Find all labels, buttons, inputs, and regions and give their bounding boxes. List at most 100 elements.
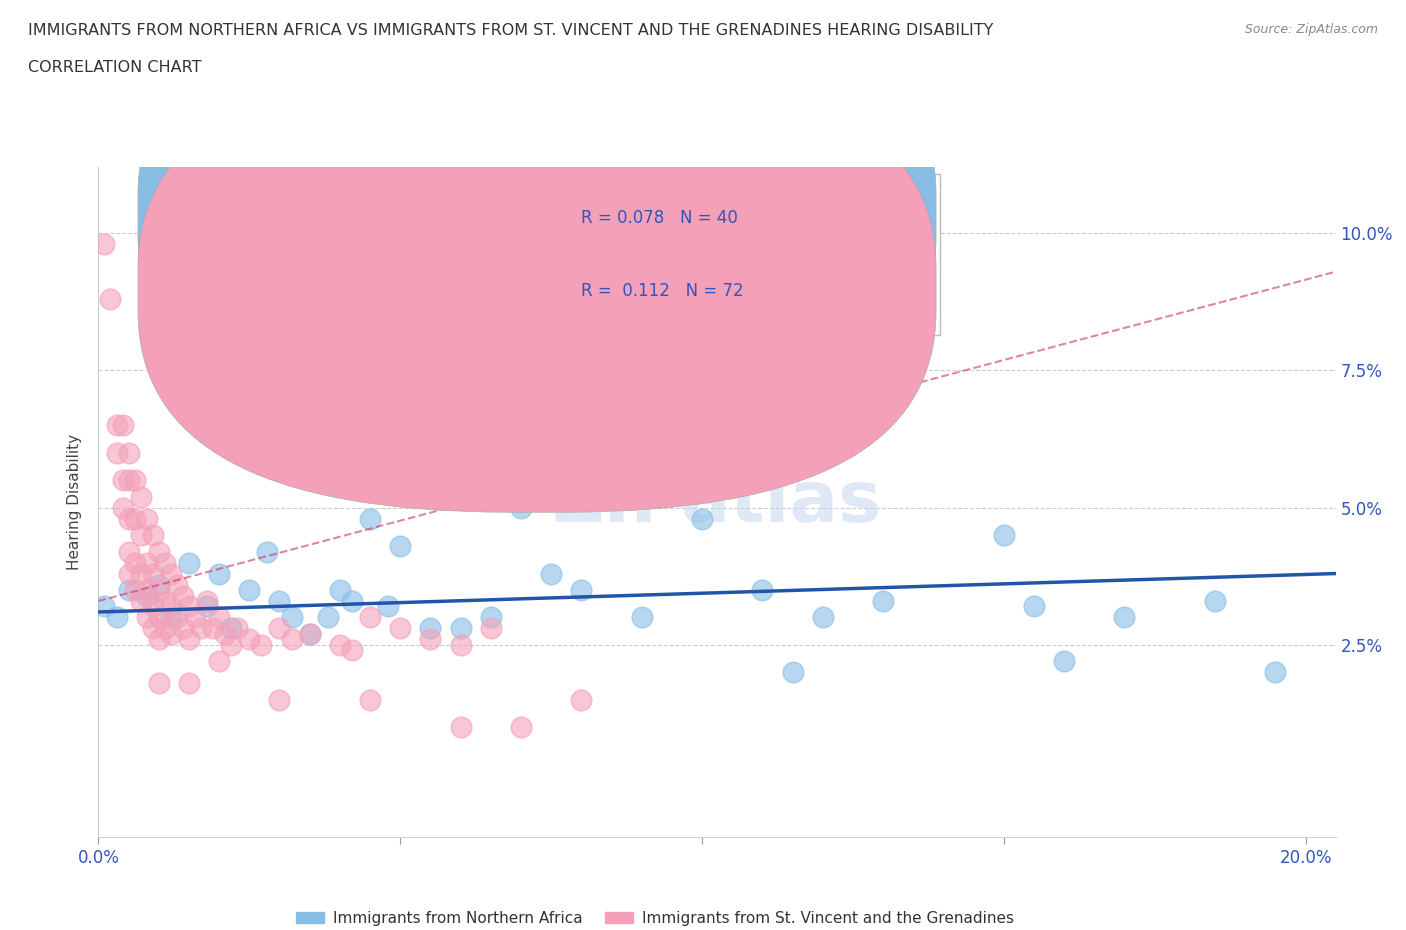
Text: ZIPatlas: ZIPatlas (553, 468, 882, 537)
Point (117, 472, 139, 487)
Point (117, 445, 139, 460)
Point (148, 610, 170, 625)
Point (1022, 599, 1045, 614)
Point (509, 720, 531, 735)
Point (208, 654, 231, 669)
Point (142, 527, 165, 542)
Point (135, 512, 157, 526)
Point (135, 610, 157, 625)
Point (238, 632, 260, 647)
Point (630, 610, 652, 625)
Point (160, 627, 183, 642)
Point (329, 582, 352, 597)
Point (177, 555, 200, 570)
Text: R =  0.112   N = 72: R = 0.112 N = 72 (581, 283, 744, 300)
Point (450, 720, 472, 735)
Point (105, 418, 128, 432)
Point (219, 621, 242, 636)
Point (124, 555, 146, 570)
Point (280, 632, 302, 647)
FancyBboxPatch shape (138, 0, 936, 439)
Point (153, 621, 176, 636)
Point (269, 593, 291, 608)
Text: IMMIGRANTS FROM NORTHERN AFRICA VS IMMIGRANTS FROM ST. VINCENT AND THE GRENADINE: IMMIGRANTS FROM NORTHERN AFRICA VS IMMIG… (28, 23, 994, 38)
Point (569, 582, 592, 597)
Point (124, 512, 146, 526)
Point (172, 588, 194, 603)
Point (202, 621, 225, 636)
Point (1204, 593, 1226, 608)
Point (195, 599, 218, 614)
Point (117, 582, 139, 597)
Point (124, 472, 146, 487)
Point (479, 621, 502, 636)
Point (1114, 610, 1136, 625)
Point (166, 610, 188, 625)
Point (148, 544, 170, 559)
Point (124, 582, 146, 597)
Point (214, 627, 236, 642)
Point (751, 582, 773, 597)
Text: CORRELATION CHART: CORRELATION CHART (28, 60, 201, 75)
FancyBboxPatch shape (482, 174, 939, 335)
Point (177, 632, 200, 647)
Point (93, 237, 115, 252)
Point (250, 637, 273, 652)
Point (166, 578, 188, 592)
Point (569, 692, 592, 707)
Point (208, 610, 231, 625)
Point (111, 500, 134, 515)
FancyBboxPatch shape (138, 67, 936, 512)
Point (160, 566, 183, 581)
Point (782, 665, 804, 680)
Point (269, 692, 291, 707)
Point (479, 610, 502, 625)
Legend: Immigrants from Northern Africa, Immigrants from St. Vincent and the Grenadines: Immigrants from Northern Africa, Immigra… (290, 905, 1021, 930)
Point (1053, 654, 1076, 669)
Point (811, 610, 834, 625)
Point (195, 593, 218, 608)
Point (450, 621, 472, 636)
Point (148, 632, 170, 647)
Point (540, 566, 562, 581)
Y-axis label: Hearing Disability: Hearing Disability (67, 434, 83, 570)
Point (993, 527, 1015, 542)
Point (219, 637, 242, 652)
Point (111, 418, 134, 432)
Point (359, 512, 381, 526)
Point (269, 621, 291, 636)
Point (160, 599, 183, 614)
Point (117, 544, 139, 559)
Point (105, 610, 128, 625)
Point (105, 445, 128, 460)
Point (177, 599, 200, 614)
Point (419, 632, 441, 647)
Point (190, 621, 212, 636)
Point (135, 588, 157, 603)
Point (142, 599, 165, 614)
Point (135, 582, 157, 597)
Point (153, 593, 176, 608)
Point (129, 489, 152, 504)
Point (450, 637, 472, 652)
Point (129, 527, 152, 542)
Point (340, 593, 363, 608)
Point (872, 593, 894, 608)
Point (359, 692, 381, 707)
Point (298, 627, 321, 642)
Point (177, 676, 200, 691)
Point (208, 566, 231, 581)
Point (148, 676, 170, 691)
Point (238, 582, 260, 597)
Point (389, 538, 412, 553)
Point (256, 544, 278, 559)
Point (316, 610, 339, 625)
Point (419, 621, 441, 636)
Point (142, 621, 165, 636)
Point (93, 599, 115, 614)
Point (100, 292, 122, 307)
Point (377, 599, 399, 614)
Point (129, 566, 152, 581)
Point (329, 637, 352, 652)
Point (389, 621, 412, 636)
